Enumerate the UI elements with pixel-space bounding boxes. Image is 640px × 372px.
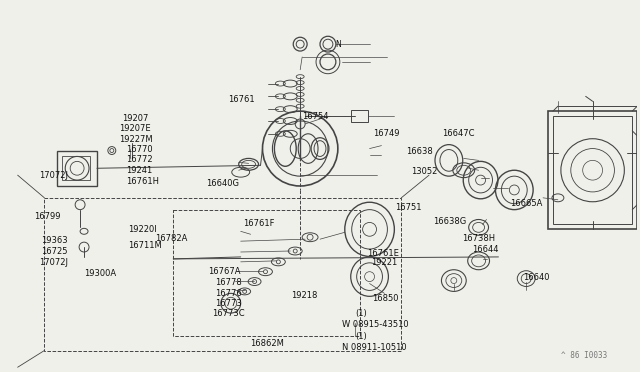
Text: 16761H: 16761H (126, 177, 159, 186)
Text: 16782A: 16782A (155, 234, 188, 243)
Bar (44, 198, 401, 350)
Text: W 08915-43510: W 08915-43510 (342, 320, 409, 329)
Text: 19241: 19241 (126, 166, 152, 175)
Text: 19207: 19207 (122, 114, 148, 123)
Bar (553, 116, 632, 224)
Text: 16772: 16772 (126, 155, 152, 164)
Text: 16761F: 16761F (243, 219, 274, 228)
Bar (173, 210, 360, 336)
Text: (1): (1) (355, 309, 367, 318)
Text: 19227M: 19227M (120, 135, 153, 144)
Text: N: N (335, 40, 340, 49)
Text: 16640: 16640 (523, 273, 550, 282)
Bar (62, 157, 90, 180)
Text: 16665A: 16665A (510, 199, 543, 208)
Text: 16767A: 16767A (208, 267, 240, 276)
Bar (351, 110, 367, 122)
Text: 16711M: 16711M (129, 241, 162, 250)
Text: 16751: 16751 (395, 203, 421, 212)
Text: (1): (1) (355, 332, 367, 341)
Text: 16770: 16770 (126, 145, 152, 154)
Text: 16638: 16638 (406, 147, 433, 156)
Text: 16738H: 16738H (462, 234, 495, 243)
Text: 16640G: 16640G (206, 179, 239, 187)
Text: 16754: 16754 (302, 112, 329, 121)
Text: 16773C: 16773C (212, 309, 244, 318)
Text: 17072J: 17072J (40, 258, 68, 267)
Text: 16638G: 16638G (433, 217, 466, 227)
Text: 19220I: 19220I (129, 225, 157, 234)
Bar (548, 111, 637, 230)
Text: 19207E: 19207E (120, 124, 151, 133)
Text: 16778: 16778 (215, 278, 242, 286)
Bar (58, 151, 97, 186)
Text: 19363: 19363 (41, 237, 67, 246)
Text: 16850: 16850 (372, 294, 399, 303)
Text: 16749: 16749 (373, 129, 400, 138)
Text: 16773: 16773 (215, 299, 242, 308)
Text: 16862M: 16862M (250, 339, 284, 348)
Text: 16799: 16799 (35, 212, 61, 221)
Text: ^ 86 I0033: ^ 86 I0033 (561, 351, 607, 360)
Text: 16776: 16776 (215, 289, 242, 298)
Text: 19218: 19218 (291, 291, 317, 300)
Text: 16761E: 16761E (367, 248, 399, 257)
Text: 17072J: 17072J (40, 171, 68, 180)
Text: 13052: 13052 (412, 167, 438, 176)
Text: 16725: 16725 (41, 247, 67, 256)
Text: 16761: 16761 (228, 95, 255, 105)
Text: 16644: 16644 (472, 244, 499, 254)
Text: 19221: 19221 (371, 259, 397, 267)
Text: 16647C: 16647C (442, 129, 474, 138)
Text: 19300A: 19300A (84, 269, 116, 279)
Text: N 08911-10510: N 08911-10510 (342, 343, 407, 352)
